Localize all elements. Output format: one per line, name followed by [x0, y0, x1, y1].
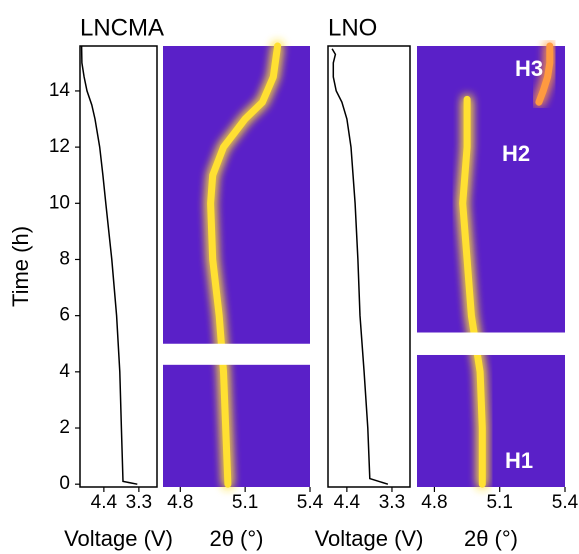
x-tick-label: 5.4 [552, 492, 579, 513]
y-tick-label: 14 [49, 80, 71, 101]
x-axis-title: 2θ (°) [464, 526, 518, 551]
heatmap-background [417, 46, 565, 487]
y-axis-title: Time (h) [8, 226, 33, 307]
y-tick-label: 12 [49, 136, 70, 157]
peak-annotation: H1 [505, 448, 533, 473]
x-tick-label: 3.3 [379, 492, 405, 513]
voltage-curve [331, 48, 389, 485]
diffraction-peak [535, 42, 554, 106]
x-axis-title: 2θ (°) [209, 526, 263, 551]
gap [162, 343, 311, 365]
panel-title: LNO [328, 14, 377, 41]
heatmap-background [163, 46, 310, 487]
panel-title: LNCMA [80, 14, 164, 41]
diffraction-peak [207, 42, 282, 488]
panel-frame [327, 45, 411, 488]
x-tick-label: 4.8 [167, 492, 193, 513]
panel-frame [79, 45, 158, 488]
y-tick-label: 6 [59, 305, 70, 326]
y-tick-label: 0 [59, 473, 70, 494]
x-axis-title: Voltage (V) [64, 526, 173, 551]
y-tick-label: 2 [59, 417, 70, 438]
y-tick-label: 10 [49, 192, 70, 213]
x-tick-label: 5.4 [297, 492, 324, 513]
x-tick-label: 4.4 [91, 492, 118, 513]
peak-annotation: H2 [502, 141, 530, 166]
diffraction-peak [459, 95, 486, 488]
peak-annotation: H3 [515, 56, 543, 81]
y-tick-label: 8 [59, 248, 70, 269]
gap [416, 332, 566, 355]
x-axis-title: Voltage (V) [315, 526, 424, 551]
x-tick-label: 4.4 [334, 492, 361, 513]
y-tick-label: 4 [59, 361, 70, 382]
x-tick-label: 3.3 [126, 492, 152, 513]
x-tick-label: 5.1 [486, 492, 512, 513]
x-tick-label: 4.8 [421, 492, 447, 513]
x-tick-label: 5.1 [232, 492, 258, 513]
voltage-curve [80, 45, 138, 485]
